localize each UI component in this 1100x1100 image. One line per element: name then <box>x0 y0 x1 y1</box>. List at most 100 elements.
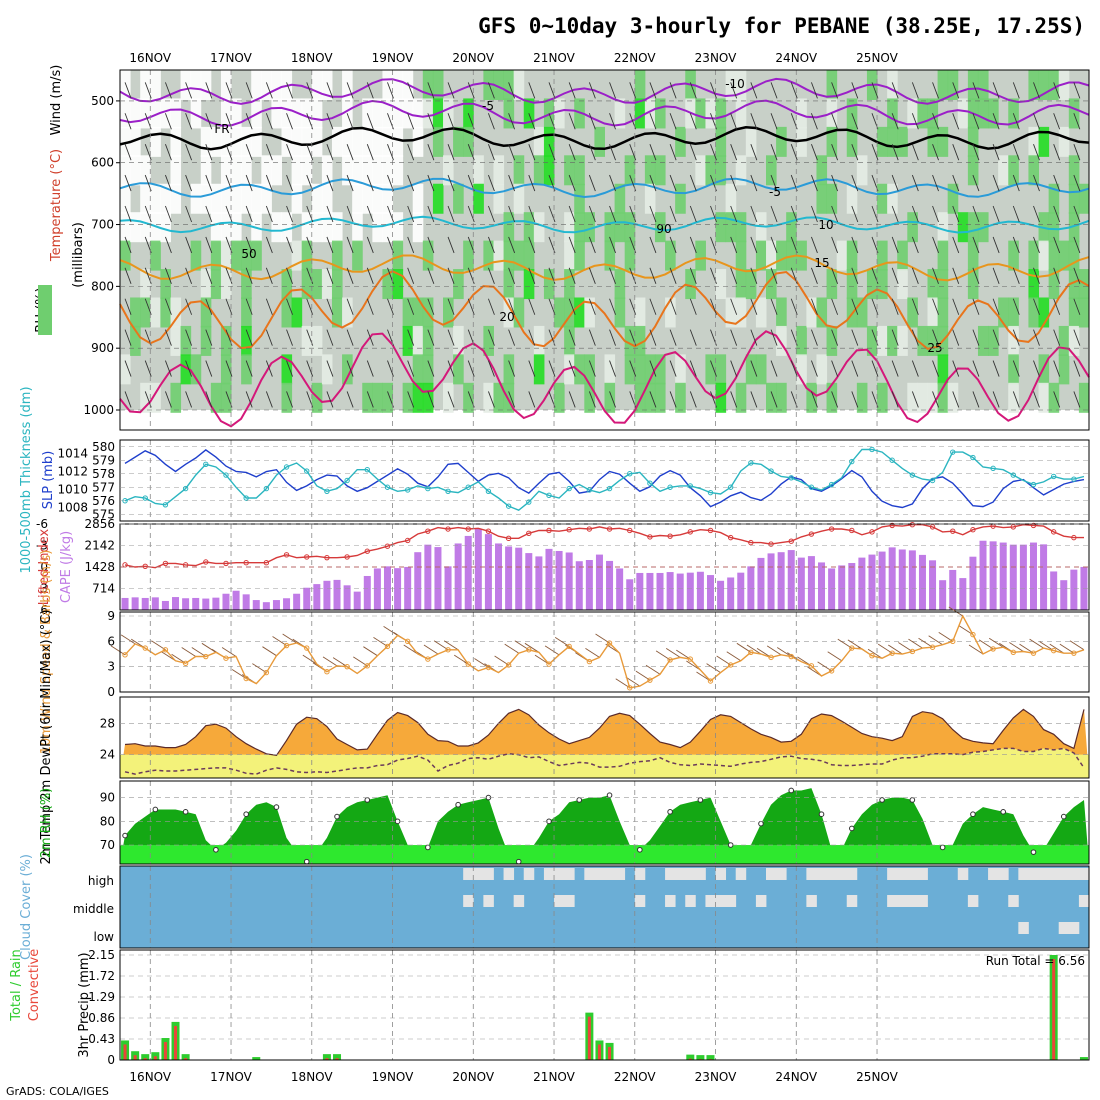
rh-cell <box>231 155 242 186</box>
wind-barb <box>346 267 354 284</box>
wind-barb <box>447 360 455 377</box>
cloud-gap-cell <box>564 868 575 880</box>
rh-cell <box>776 382 787 413</box>
wind-speed-line-point <box>324 669 330 675</box>
cape-bar <box>757 557 765 610</box>
cape-tick: 2142 <box>84 539 115 553</box>
lifted-index-line-point <box>485 528 492 534</box>
wind-barb <box>972 267 980 284</box>
wind-barb <box>265 236 273 254</box>
wind-barb <box>366 82 374 99</box>
wind-barb <box>730 236 738 254</box>
wind-barb <box>144 205 152 223</box>
wind-barb <box>932 174 939 192</box>
contour-label: 20 <box>499 310 514 324</box>
wind-barb-10m <box>120 634 136 645</box>
wind-barb <box>952 267 960 284</box>
cape-bar <box>222 593 230 610</box>
lifted-index-line-point <box>445 526 451 532</box>
wind-barb <box>407 174 415 192</box>
wind-barb-10m <box>918 637 933 648</box>
wind-barb-10m <box>544 645 560 656</box>
rh-cell <box>392 70 404 100</box>
cloud-gap-cell <box>1038 868 1050 880</box>
rh-cell <box>382 70 394 100</box>
rh-cell <box>927 126 939 157</box>
wind-barb-10m <box>756 647 772 658</box>
wind-barb <box>165 267 172 284</box>
wind-speed-line-point <box>465 661 471 667</box>
rh-cell <box>311 70 323 100</box>
wind-barb <box>730 391 738 408</box>
cape-tick: 2856 <box>84 517 115 531</box>
cloud-gap-cell <box>705 895 716 907</box>
thickness-line <box>124 448 1085 512</box>
rh-cell <box>382 183 394 214</box>
rh-cell <box>483 240 494 271</box>
cape-bar <box>908 550 916 610</box>
wind-barb <box>265 174 273 192</box>
rh-cell <box>967 155 979 186</box>
wind-barb <box>366 360 374 377</box>
convective-bar <box>325 1058 329 1060</box>
precip-bar <box>151 1052 160 1060</box>
rh-cell <box>220 183 232 214</box>
rh-cell <box>362 183 373 214</box>
wind-barb <box>508 144 516 161</box>
wind-barb <box>346 144 354 161</box>
wind-barb <box>952 174 960 192</box>
rh-cell <box>937 240 949 271</box>
cape-tick: 1428 <box>84 560 115 574</box>
convective-bar <box>174 1025 178 1060</box>
rh2m-point <box>697 797 704 803</box>
cloud-gap-cell <box>483 868 494 880</box>
wind-barb <box>689 267 697 284</box>
thickness-line-point <box>182 485 189 492</box>
rh-cell <box>715 126 727 157</box>
thickness-line-point <box>324 488 330 494</box>
wind-barb <box>447 82 455 99</box>
rh-cell <box>937 297 949 328</box>
rh-cell <box>533 325 545 356</box>
cloud-gap-cell <box>1058 922 1070 934</box>
lifted-index-line <box>124 523 1084 569</box>
rh-cell <box>917 382 928 413</box>
rh-cell <box>654 98 666 129</box>
pressure-tick: 1000 <box>83 403 114 417</box>
lifted-tick: 0 <box>40 560 48 574</box>
cape-bar <box>858 557 866 610</box>
wind-barb-10m <box>1019 643 1034 654</box>
slp-tick: 1010 <box>57 483 88 497</box>
rh-cell <box>654 354 666 385</box>
wind-barb <box>952 298 960 315</box>
rh-cell <box>1008 325 1019 356</box>
wind-barb <box>407 391 415 408</box>
rh-cell <box>543 126 555 157</box>
rh-cell <box>523 269 535 300</box>
wind-barb-10m <box>867 648 883 659</box>
wind-barb <box>649 236 657 254</box>
wind-barb <box>346 82 354 99</box>
rh2m-tick: 80 <box>100 814 115 828</box>
date-label-bottom: 24NOV <box>775 1070 817 1084</box>
wind-speed-line-point <box>142 645 148 651</box>
cape-bar <box>595 554 603 610</box>
rh-cell <box>160 269 171 300</box>
cape-bar <box>1019 544 1027 610</box>
rh-cell <box>463 240 474 271</box>
convective-bar <box>688 1058 692 1060</box>
rh-cell <box>584 297 595 328</box>
rh-cell <box>170 297 182 328</box>
wind-barb <box>286 329 293 346</box>
wind-barb <box>528 113 536 130</box>
wind-barb <box>992 298 1000 315</box>
rh-cell <box>200 297 212 328</box>
rh-cell <box>937 70 949 100</box>
lifted-index-line-point <box>627 527 633 534</box>
rh-cell <box>1058 240 1070 271</box>
wind-barb <box>1053 113 1061 130</box>
thickness-line-point <box>869 446 875 453</box>
cloud-gap-cell <box>846 895 858 907</box>
wind-barb <box>225 82 233 99</box>
